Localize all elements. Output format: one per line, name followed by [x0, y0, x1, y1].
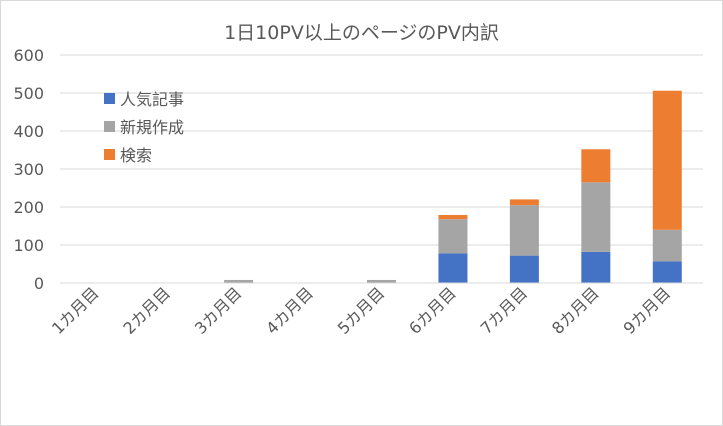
legend: 人気記事 新規作成 検索 [104, 84, 184, 168]
x-tick-label: 7カ月目 [477, 283, 532, 338]
legend-label-popular-articles: 人気記事 [120, 90, 185, 109]
bar-segment-search [652, 90, 682, 230]
legend-item-new-articles: 新規作成 [104, 112, 184, 140]
y-tick-label: 400 [13, 122, 44, 141]
x-tick-label: 4カ月目 [262, 283, 317, 338]
bar-segment-new-articles [652, 229, 682, 262]
y-tick-label: 300 [13, 160, 44, 179]
bar-segment-popular-articles [509, 255, 539, 283]
y-tick-label: 200 [13, 198, 44, 217]
y-tick-label: 600 [13, 46, 44, 65]
x-tick-label: 1カ月目 [48, 283, 103, 338]
bar-segment-search [509, 199, 539, 206]
legend-item-popular-articles: 人気記事 [104, 84, 184, 112]
bar-segment-search [438, 214, 468, 220]
y-tick-label: 0 [34, 274, 44, 293]
bar-segment-new-articles [581, 182, 611, 252]
legend-swatch-search [104, 148, 115, 160]
bar-segment-popular-articles [438, 253, 468, 283]
bar-segment-search [581, 149, 611, 183]
bar-segment-new-articles [367, 279, 396, 283]
x-tick-label: 9カ月目 [620, 283, 675, 338]
bar-segment-popular-articles [581, 251, 611, 283]
x-tick-label: 3カ月目 [191, 283, 246, 338]
bar-segment-new-articles [509, 205, 539, 256]
bar-segment-popular-articles [652, 261, 682, 283]
x-tick-label: 6カ月目 [405, 283, 460, 338]
chart-title: 1日10PV以上のページのPV内訳 [224, 22, 499, 44]
bar-segment-new-articles [224, 279, 254, 283]
x-tick-label: 8カ月目 [548, 283, 603, 338]
legend-label-search: 検索 [120, 146, 153, 165]
legend-item-search: 検索 [104, 140, 184, 168]
legend-label-new-articles: 新規作成 [120, 118, 185, 137]
x-tick-label: 5カ月目 [334, 283, 389, 338]
legend-swatch-popular-articles [104, 92, 115, 104]
legend-swatch-new-articles [104, 120, 115, 132]
x-tick-label: 2カ月目 [119, 283, 174, 338]
y-tick-label: 100 [13, 236, 44, 255]
bar-segment-new-articles [438, 219, 468, 254]
y-tick-label: 500 [13, 84, 44, 103]
